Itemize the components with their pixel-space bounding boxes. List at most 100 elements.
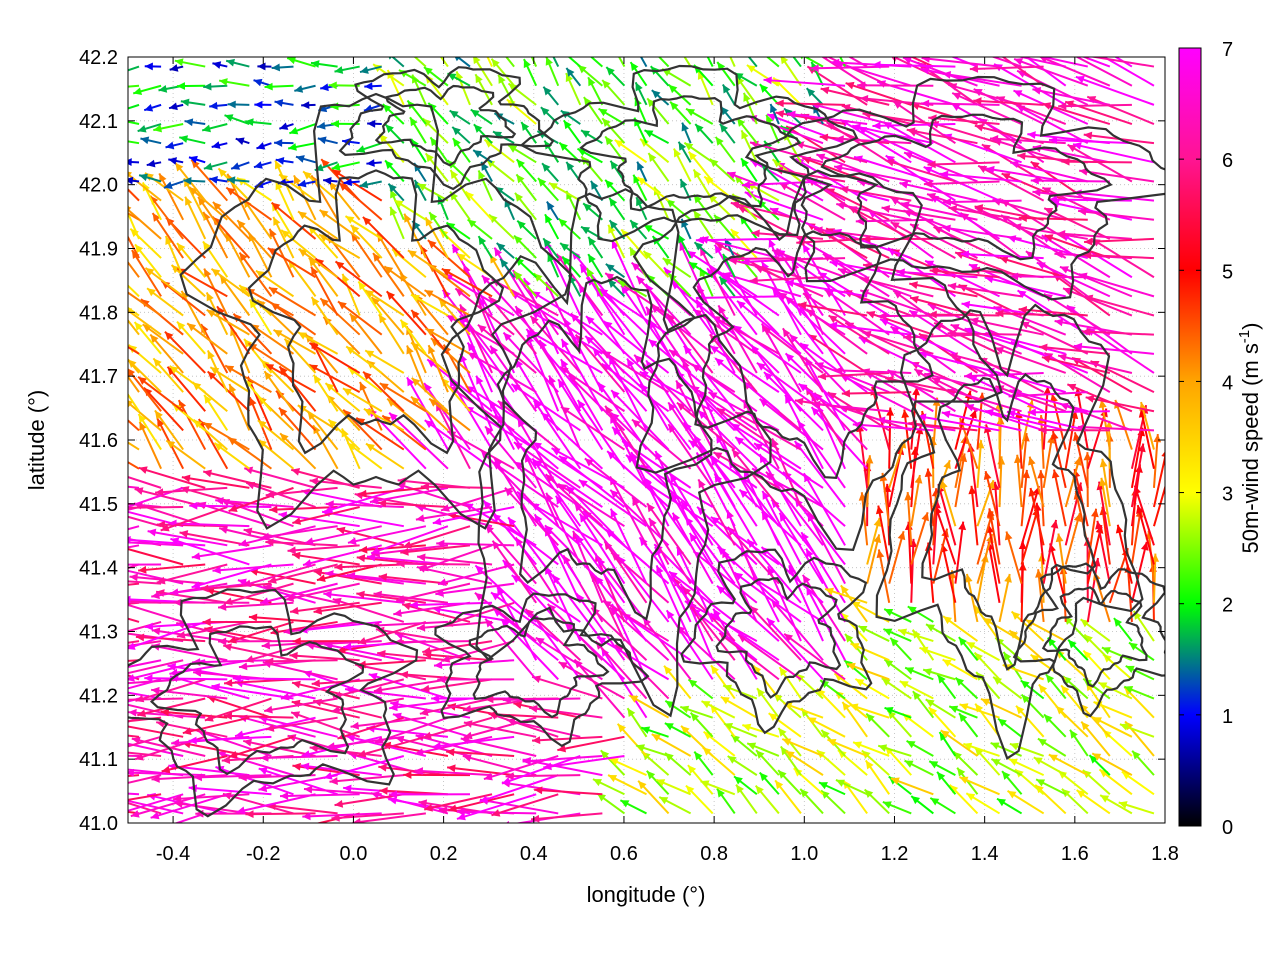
wind-vector-shaft (308, 363, 361, 394)
wind-vector-head (866, 311, 876, 319)
wind-vector-head (1032, 86, 1042, 95)
wind-vector-head (411, 377, 421, 387)
wind-vector-head (581, 226, 591, 235)
wind-vector-head (884, 659, 894, 668)
wind-vector-head (882, 801, 892, 809)
wind-vector-head (905, 667, 915, 675)
wind-vector-head (548, 45, 555, 54)
wind-vector-head (254, 100, 263, 109)
wind-vector-head (223, 597, 233, 606)
wind-vector-shaft (217, 601, 294, 609)
wind-vector-shaft (959, 417, 979, 470)
wind-vector-shaft (1088, 57, 1155, 68)
wind-vector-head (629, 695, 639, 703)
wind-vector-head (378, 763, 387, 772)
wind-vector-shaft (128, 140, 140, 145)
wind-vector-head (816, 153, 826, 161)
wind-vector-shaft (797, 303, 868, 317)
wind-vector-head (265, 657, 274, 666)
wind-vector-shaft (190, 159, 229, 202)
wind-vector-head (1140, 541, 1149, 551)
wind-vector-head (325, 500, 334, 509)
wind-vector-head (800, 57, 804, 60)
wind-vector-shaft (289, 601, 360, 613)
wind-vector-head (424, 383, 432, 392)
wind-vector-shaft (1015, 104, 1089, 145)
wind-vector-head (243, 738, 252, 747)
wind-vector-head (682, 587, 692, 596)
wind-vector-head (425, 153, 434, 163)
wind-vector-shaft (151, 774, 228, 781)
wind-vector-shaft (1020, 485, 1041, 546)
wind-vector-head (526, 334, 534, 344)
wind-vector-head (228, 750, 238, 759)
wind-vector-shaft (657, 57, 670, 68)
wind-vector-head (1119, 723, 1129, 731)
wind-vector-head (545, 57, 553, 66)
wind-vector-head (602, 351, 612, 359)
wind-vector-shaft (268, 286, 317, 317)
wind-vector-shaft (948, 83, 1022, 106)
wind-vector-shaft (1152, 433, 1159, 488)
wind-vector-head (309, 342, 319, 351)
wind-vector-shaft (1029, 487, 1045, 546)
wind-vector-shaft (947, 284, 1022, 298)
wind-vector-head (700, 41, 707, 50)
wind-vector-head (463, 731, 473, 740)
wind-vector-head (830, 58, 840, 67)
wind-vector-head (762, 490, 770, 500)
wind-vector-head (388, 57, 392, 60)
wind-vector-shaft (278, 513, 360, 528)
wind-vector-head (223, 643, 232, 651)
wind-vector-head (158, 85, 168, 93)
wind-vector-head (407, 250, 417, 259)
wind-vector-shaft (245, 287, 294, 317)
wind-vector-head (253, 78, 263, 87)
wind-vector-shaft (853, 155, 934, 183)
wind-vector-head (437, 578, 447, 586)
wind-vector-shaft (128, 345, 140, 355)
wind-vector-head (211, 683, 221, 691)
wind-vector-head (800, 29, 809, 36)
wind-vector-head (1124, 686, 1134, 694)
wind-vector-shaft (128, 65, 140, 72)
wind-vector-head (736, 76, 745, 86)
wind-vector-head (798, 383, 808, 392)
wind-vector-shaft (1030, 179, 1110, 183)
wind-vector-shaft (151, 644, 228, 662)
terrain-contour (579, 95, 801, 212)
wind-vector-head (422, 118, 432, 127)
wind-vector-shaft (910, 538, 915, 603)
wind-vector-head (161, 765, 171, 774)
wind-vector-head (588, 77, 596, 87)
wind-vector-head (478, 236, 487, 246)
wind-vector-head (1050, 519, 1059, 529)
wind-vector-shaft (504, 486, 559, 547)
wind-vector-head (1037, 738, 1047, 747)
wind-vector-head (173, 794, 182, 803)
wind-vector-head (379, 383, 389, 391)
wind-vector-head (1067, 383, 1077, 392)
wind-vector-head (757, 200, 767, 209)
wind-vector-head (345, 216, 355, 224)
wind-vector-shaft (354, 663, 427, 681)
wind-vector-head (988, 48, 997, 56)
wind-vector-shaft (592, 347, 648, 412)
wind-vector-head (563, 120, 572, 130)
wind-vector-shaft (968, 374, 1045, 413)
wind-vector-shaft (188, 186, 228, 221)
wind-vector-shaft (381, 414, 427, 451)
wind-vector-head (866, 713, 875, 723)
wind-vector-head (116, 722, 125, 730)
wind-vector-head (605, 263, 615, 272)
wind-vector-shaft (684, 600, 758, 642)
wind-vector-shaft (530, 310, 603, 355)
wind-vector-head (203, 422, 213, 431)
wind-vector-shaft (778, 512, 824, 585)
wind-vector-shaft (544, 524, 604, 585)
wind-vector-head (319, 209, 329, 218)
wind-vector-head (1018, 305, 1028, 314)
wind-vector-head (560, 406, 570, 415)
wind-vector-shaft (783, 632, 846, 681)
wind-vector-shaft (1041, 234, 1111, 279)
